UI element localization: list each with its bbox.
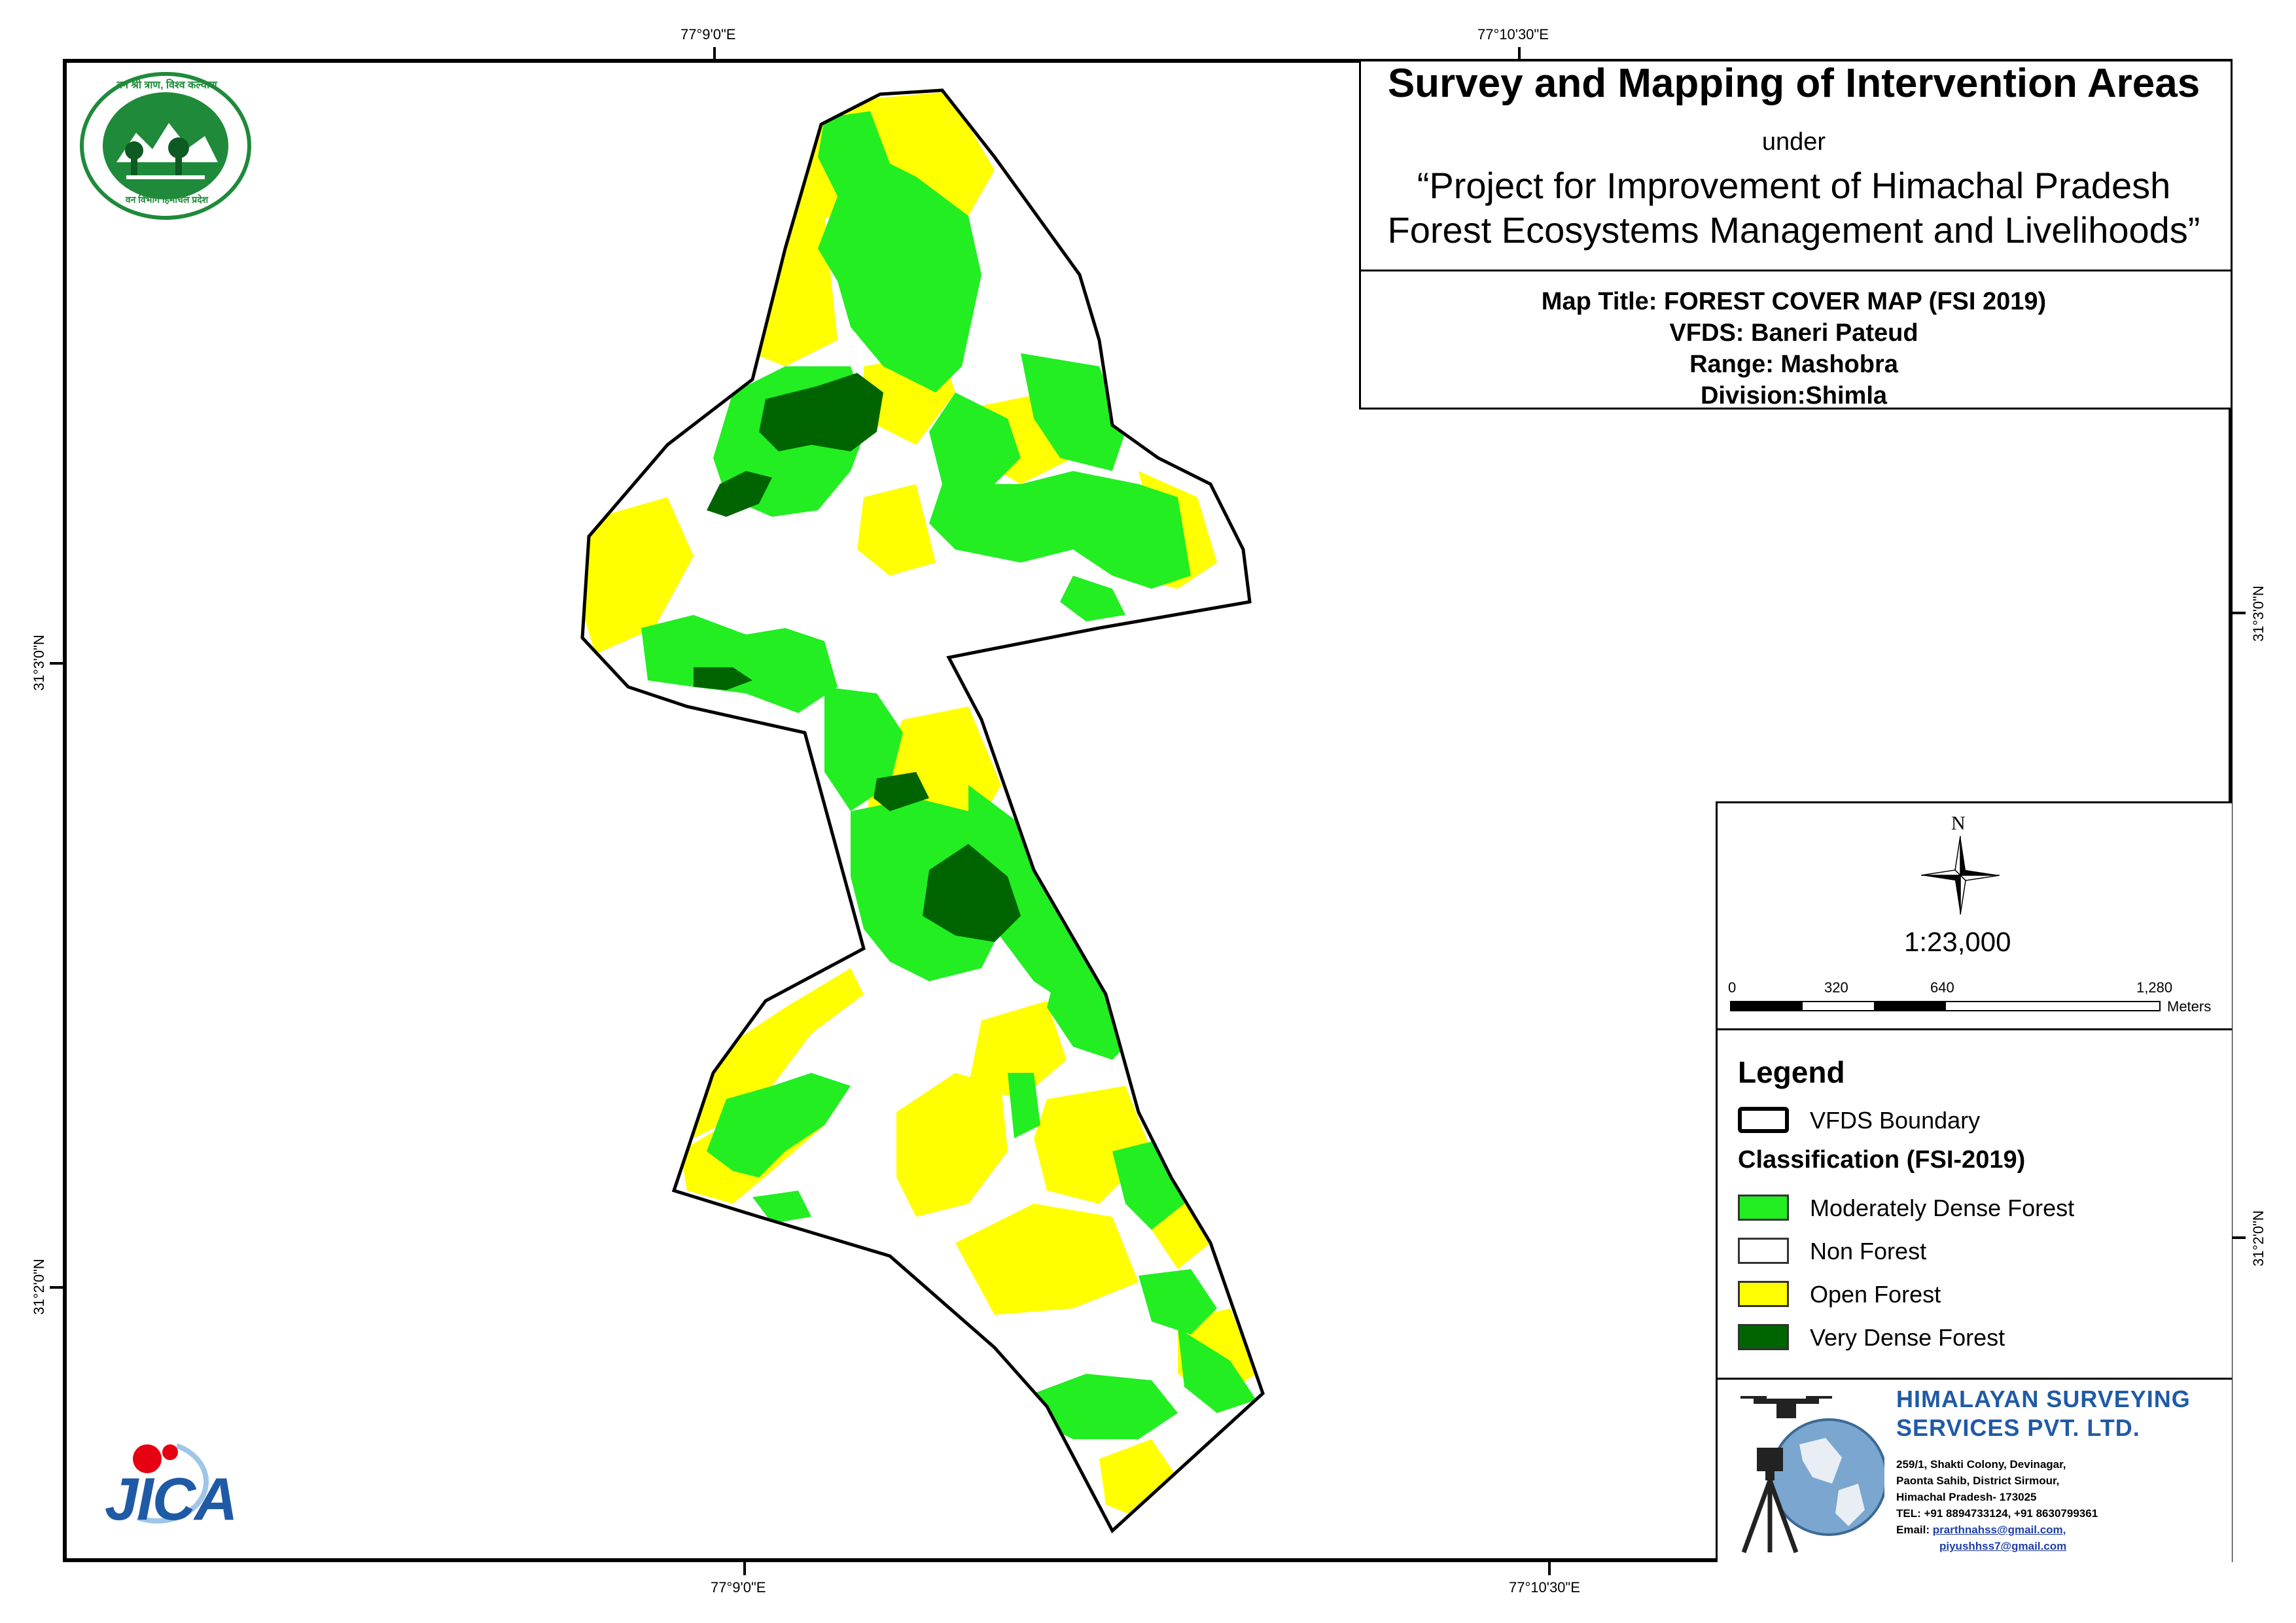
scale-bar [1730,1001,2161,1011]
scale-ratio: 1:23,000 [1904,926,2011,957]
graticule-tick [50,662,63,665]
surveyor-logo-icon [1740,1396,1884,1554]
title-separator [1361,408,2231,410]
legend-label: Open Forest [1810,1281,1941,1308]
legend-box [1716,1028,2232,1379]
graticule-tick [1518,47,1521,60]
company-name-line-1: HIMALAYAN SURVEYING [1896,1386,2191,1412]
email-label: Email: [1896,1524,1930,1536]
legend-label: Very Dense Forest [1810,1324,2005,1351]
project-title-line-1: “Project for Improvement of Himachal Pra… [1417,165,2171,206]
project-title-line-2: Forest Ecosystems Management and Livelih… [1387,209,2200,251]
graticule-label-bottom: 77°9'0"E [711,1579,766,1596]
company-name-line-2: SERVICES PVT. LTD. [1896,1414,2140,1441]
graticule-tick [2233,612,2246,614]
main-title: Survey and Mapping of Intervention Areas [1387,61,2200,106]
address-line: TEL: +91 8894733124, +91 8630799361 [1896,1507,2098,1520]
address-line: 259/1, Shakti Colony, Devinagar, [1896,1458,2066,1471]
graticule-label-top: 77°10'30"E [1477,26,1549,43]
vfds-boundary [580,88,1265,1534]
forest-department-name: वन विभाग हिमाचल प्रदेश [125,194,209,205]
vfds-name: VFDS: Baneri Pateud [1669,319,1918,347]
graticule-tick [2233,1236,2246,1239]
scale-tick-label: 0 [1728,979,1737,996]
graticule-tick [743,1562,746,1575]
map-title: Map Title: FOREST COVER MAP (FSI 2019) [1541,288,2047,315]
legend-swatch-non-forest [1738,1238,1789,1264]
legend-swatch-boundary [1738,1107,1789,1133]
email-line: piyushhss7@gmail.com [1896,1538,2098,1554]
title-block [1359,61,2231,410]
company-address: 259/1, Shakti Colony, Devinagar, Paonta … [1896,1456,2098,1554]
address-line: Paonta Sahib, District Sirmour, [1896,1475,2060,1487]
graticule-label-bottom: 77°10'30"E [1509,1579,1580,1596]
title-text: Survey and Mapping of Intervention Areas… [1359,0,2229,410]
email-line: Email: prarthnahss@gmail.com, [1896,1522,2098,1538]
graticule-label-top: 77°9'0"E [680,26,736,43]
legend-swatch-very-dense [1738,1324,1789,1350]
scale-tick-label: 320 [1824,979,1848,996]
legend-label: VFDS Boundary [1810,1107,1981,1134]
scale-tick-label: 1,280 [2136,979,2173,996]
division-name: Division:Shimla [1700,382,1888,410]
project-title: “Project for Improvement of Himachal Pra… [1359,164,2229,253]
legend-title: Legend [1738,1055,1845,1089]
graticule-tick [713,47,716,60]
title-separator [1361,270,2231,271]
jica-logo-text: JICA [105,1466,238,1533]
jica-logo [133,1443,209,1524]
email-link-2[interactable]: piyushhss7@gmail.com [1939,1540,2067,1552]
legend-swatch-moderately-dense [1738,1195,1789,1221]
range-name: Range: Mashobra [1689,351,1898,378]
legend-label: Moderately Dense Forest [1810,1195,2075,1221]
legend-label: Non Forest [1810,1238,1927,1265]
north-label: N [1951,812,1966,834]
email-link-1[interactable]: prarthnahss@gmail.com, [1932,1524,2066,1536]
legend-swatch-open-forest [1738,1281,1789,1307]
scale-box [1716,801,2232,1030]
north-arrow-icon [1921,836,2000,915]
classification-title: Classification (FSI-2019) [1738,1146,2026,1174]
scale-unit: Meters [2167,998,2212,1015]
address-line: Himachal Pradesh- 173025 [1896,1491,2037,1503]
very-dense-forest-patches [694,373,1021,942]
scale-tick-label: 640 [1930,979,1954,996]
graticule-tick [1548,1562,1551,1575]
graticule-tick [50,1286,63,1289]
forest-department-logo [80,72,251,220]
forest-department-motto: वन श्री त्राण, विश्व कल्याण [116,80,217,91]
title-under: under [1761,128,1826,156]
